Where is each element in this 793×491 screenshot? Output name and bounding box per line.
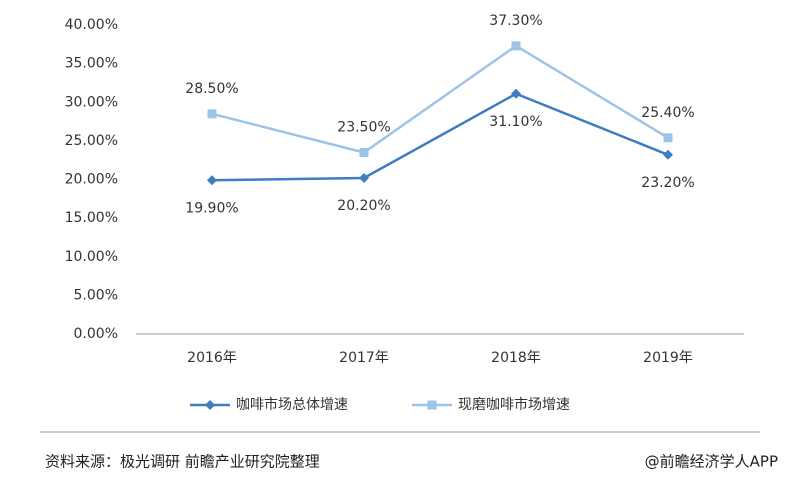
legend-label: 现磨咖啡市场增速 (458, 396, 570, 413)
y-tick-label: 5.00% (74, 287, 118, 303)
y-tick-label: 10.00% (65, 249, 118, 265)
y-tick-label: 30.00% (65, 94, 118, 110)
y-tick-label: 25.00% (65, 133, 118, 149)
marker (205, 400, 215, 410)
marker (427, 400, 437, 410)
x-tick-label: 2017年 (339, 350, 389, 366)
brand: @前瞻经济学人APP (645, 453, 778, 471)
x-tick-label: 2019年 (643, 350, 693, 366)
data-label: 19.90% (185, 200, 238, 216)
marker (511, 41, 521, 51)
data-label: 37.30% (489, 13, 542, 29)
data-label: 28.50% (185, 81, 238, 97)
x-tick-label: 2016年 (187, 350, 237, 366)
marker (359, 147, 369, 157)
y-tick-label: 35.00% (65, 56, 118, 72)
marker (207, 109, 217, 119)
marker (663, 149, 673, 160)
marker (207, 175, 217, 186)
data-label: 20.20% (337, 198, 390, 214)
data-label: 31.10% (489, 114, 542, 130)
y-tick-label: 15.00% (65, 210, 118, 226)
data-label: 25.40% (641, 105, 694, 121)
marker (359, 172, 369, 183)
marker (511, 88, 521, 99)
legend-label: 咖啡市场总体增速 (236, 396, 348, 413)
source-note: 资料来源：极光调研 前瞻产业研究院整理 (45, 453, 320, 471)
data-label: 23.20% (641, 175, 694, 191)
y-tick-label: 20.00% (65, 172, 118, 188)
series-line (211, 44, 669, 154)
y-tick-label: 40.00% (65, 17, 118, 33)
marker (663, 133, 673, 143)
y-tick-label: 0.00% (74, 326, 118, 342)
series-line (211, 92, 669, 182)
data-label: 23.50% (337, 119, 390, 135)
x-tick-label: 2018年 (491, 350, 541, 366)
